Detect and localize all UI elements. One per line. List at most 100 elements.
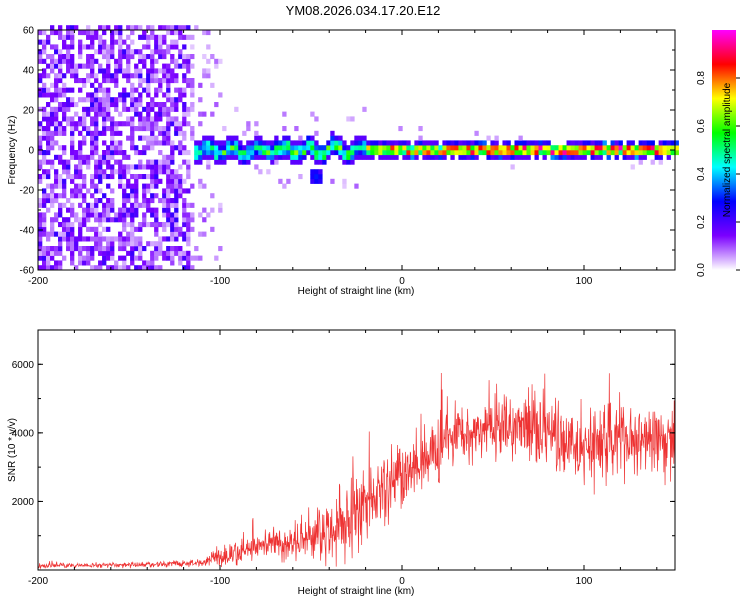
spectrogram-cell xyxy=(642,140,647,146)
spectrogram-cell xyxy=(94,188,99,194)
spectrogram-cell xyxy=(246,121,251,127)
spectrogram-cell xyxy=(162,236,167,242)
spectrogram-cell xyxy=(154,87,159,93)
spectrogram-cell xyxy=(130,82,135,88)
spectrogram-cell xyxy=(638,145,643,151)
spectrogram-cell xyxy=(94,231,99,237)
spectrogram-cell xyxy=(102,78,107,84)
spectrogram-cell xyxy=(654,154,659,160)
spectrogram-cell xyxy=(130,116,135,122)
spectrogram-cell xyxy=(102,150,107,156)
snr-x-ticks: -200 -100 0 100 xyxy=(28,330,658,587)
spectrogram-cell xyxy=(450,140,455,146)
spectrogram-cell xyxy=(262,154,267,160)
spectrogram-cell xyxy=(182,116,187,122)
spectrogram-cell xyxy=(70,102,75,108)
spectrogram-cell xyxy=(70,63,75,69)
spectrogram-cell xyxy=(550,150,555,156)
spectrogram-cell xyxy=(522,140,527,146)
spectrogram-cell xyxy=(66,106,71,112)
spectrogram-cell xyxy=(42,126,47,132)
spectrogram-cell xyxy=(442,140,447,146)
spectrogram-cell xyxy=(246,126,251,132)
spectrogram-cell xyxy=(138,82,143,88)
spectrogram-cell xyxy=(98,231,103,237)
spectrogram-cell xyxy=(130,130,135,136)
spectrogram-cell xyxy=(242,150,247,156)
spectrogram-cell xyxy=(174,39,179,45)
spectrogram-cell xyxy=(182,255,187,261)
colorbar-tick-label: 0.6 xyxy=(696,119,707,133)
spectrogram-cell xyxy=(614,154,619,160)
spectrogram-cell xyxy=(462,154,467,160)
spectrogram-cell xyxy=(174,207,179,213)
spectrogram-cell xyxy=(638,159,643,165)
spectrogram-cell xyxy=(106,97,111,103)
spectrogram-cell xyxy=(186,34,191,40)
spectrogram-cell xyxy=(86,255,91,261)
spectrogram-cell xyxy=(522,145,527,151)
spectrogram-cell xyxy=(150,255,155,261)
spectrogram-cell xyxy=(306,145,311,151)
spectrogram-cell xyxy=(82,174,87,180)
spectrogram-cell xyxy=(270,159,275,165)
spectrogram-cell xyxy=(338,150,343,156)
spectrogram-cell xyxy=(138,159,143,165)
spectrogram-cell xyxy=(70,202,75,208)
spectrogram-cell xyxy=(114,63,119,69)
spectrogram-cell xyxy=(90,193,95,199)
spectrogram-cell xyxy=(158,68,163,74)
spectrogram-cell xyxy=(282,126,287,132)
spectrogram-cell xyxy=(166,25,171,31)
spectrogram-cell xyxy=(606,145,611,151)
spectrogram-cell xyxy=(166,198,171,204)
spectrogram-cell xyxy=(238,150,243,156)
spectrogram-cell xyxy=(166,222,171,228)
spectrogram-cell xyxy=(206,150,211,156)
spectrogram-cell xyxy=(498,150,503,156)
spectrogram-cell xyxy=(46,145,51,151)
spectrogram-cell xyxy=(134,174,139,180)
spectrogram-cell xyxy=(374,150,379,156)
spectrogram-cell xyxy=(514,140,519,146)
spectrogram-cell xyxy=(126,121,131,127)
spectrogram-cell xyxy=(94,121,99,127)
spectrogram-cell xyxy=(134,178,139,184)
spectrogram-cell xyxy=(154,169,159,175)
spectrogram-cell xyxy=(70,150,75,156)
spectrogram-cell xyxy=(126,78,131,84)
spectrogram-cell xyxy=(170,150,175,156)
spectrogram-cell xyxy=(66,97,71,103)
spectrogram-cell xyxy=(142,260,147,266)
spectrogram-cell xyxy=(578,140,583,146)
spectrogram-cell xyxy=(70,260,75,266)
spectrogram-cell xyxy=(98,25,103,31)
spectrogram-cell xyxy=(70,140,75,146)
spectrogram-cell xyxy=(98,178,103,184)
spectrogram-cell xyxy=(166,73,171,79)
spectrogram-cell xyxy=(658,159,663,165)
spectrogram-cell xyxy=(98,63,103,69)
colorbar-tick-label: 0.8 xyxy=(696,71,707,85)
spectrogram-cell xyxy=(110,241,115,247)
spectrogram-cell xyxy=(534,150,539,156)
spectrogram-cell xyxy=(50,25,55,31)
spectrogram-cell xyxy=(110,30,115,36)
spectrogram-cell xyxy=(206,73,211,79)
spectrogram-cell xyxy=(170,226,175,232)
spectrogram-cell xyxy=(266,150,271,156)
spectrogram-cell xyxy=(158,78,163,84)
spectrogram-cell xyxy=(154,174,159,180)
spectrogram-cell xyxy=(146,207,151,213)
spectrogram-cell xyxy=(114,121,119,127)
spectrogram-cell xyxy=(410,145,415,151)
spectrogram-cell xyxy=(566,150,571,156)
spectrogram-cell xyxy=(102,54,107,60)
spectrogram-cell xyxy=(158,265,163,271)
spectrogram-cell xyxy=(314,169,319,175)
spectrogram-cell xyxy=(38,49,43,55)
spectrogram-cell xyxy=(370,145,375,151)
spectrogram-cell xyxy=(42,68,47,74)
spectrogram-cell xyxy=(122,73,127,79)
spectrogram-cell xyxy=(78,145,83,151)
